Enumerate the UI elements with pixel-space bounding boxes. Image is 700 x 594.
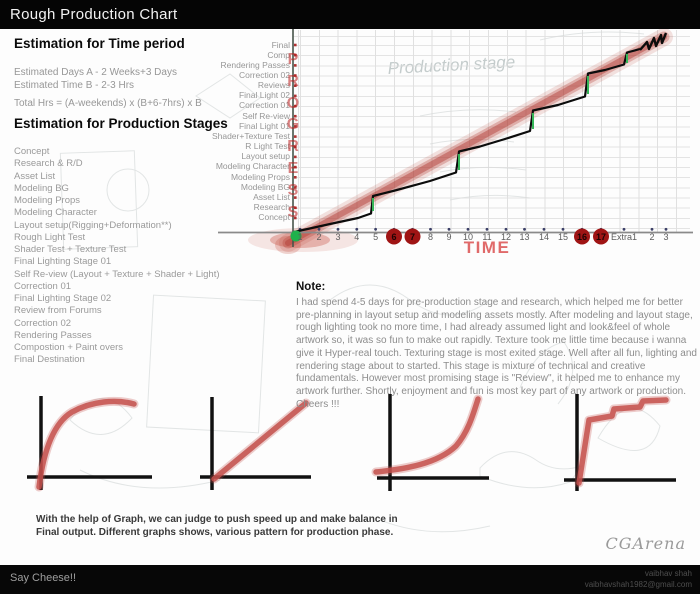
stage-item: Modeling BG (14, 182, 69, 194)
x-tick-label: 9 (446, 231, 452, 242)
stage-item: Modeling Character (14, 207, 97, 219)
y-axis-label: Final Light 01 (238, 120, 290, 131)
progress-letter: R (287, 72, 299, 90)
mini-graph-curves-glow (34, 394, 671, 492)
x-tick-label: 5 (373, 231, 379, 242)
stage-item: Review from Forums (14, 305, 102, 317)
x-tick-label: 10 (462, 231, 474, 242)
x-tick-label: 12 (500, 231, 512, 242)
sketch-fish (597, 408, 661, 451)
progress-letter: R (287, 138, 299, 156)
stage-item: Final Destination (14, 354, 85, 366)
stage-item: Correction 01 (14, 280, 72, 292)
page-title: Rough Production Chart (10, 6, 178, 23)
credit-email: vaibhavshah1982@gmail.com (584, 580, 692, 589)
y-axis-label: Asset List (253, 191, 290, 202)
stage-item: Research & R/D (14, 158, 83, 170)
x-tick-label-highlighted: 17 (595, 232, 606, 242)
y-axis-label: Modeling Props (230, 171, 290, 182)
stage-item: Shader Test + Texture Test (14, 244, 127, 255)
y-axis-label: Research (253, 202, 290, 212)
x-tick-label: 3 (663, 231, 669, 242)
y-axis-label: Reviews (257, 80, 290, 91)
sketch-fish (69, 398, 133, 435)
stage-item: Rendering Passes (14, 329, 92, 341)
x-tick-label: Extra1 (610, 231, 638, 242)
progress-letter: G (286, 116, 300, 134)
stage-item: Compostion + Paint overs (14, 342, 124, 353)
x-tick-label: 14 (538, 231, 550, 242)
graphs-caption: With the help of Graph, we can judge to … (36, 514, 398, 538)
x-tick-label-highlighted: 16 (576, 232, 587, 242)
x-tick-label-highlighted: 7 (409, 232, 415, 242)
y-axis-label: Final Light 02 (238, 90, 290, 101)
stage-item: Self Re-view (Layout + Texture + Shader … (14, 268, 220, 280)
y-axis-label: Self Re-view (242, 110, 290, 121)
brand-cgarena: CGArena (605, 534, 686, 553)
mini-graph-2-linear (211, 400, 309, 482)
stage-item: Concept (14, 146, 50, 157)
total-hours-formula: Total Hrs = (A-weekends) x (B+6-7hrs) x … (14, 98, 202, 109)
x-tick-label: 13 (519, 231, 530, 242)
x-tick-label-highlighted: 6 (391, 232, 397, 242)
time-axis-label: TIME (463, 238, 511, 257)
progress-axis-label: P R O G R E S S (285, 49, 301, 223)
note-body: I had spend 4-5 days for pre-production … (296, 297, 697, 410)
credits: vaibhav shah vaibhavshah1982@gmail.com (585, 568, 692, 590)
y-axis-label: Rendering Passes (220, 59, 290, 70)
x-tick-label: 15 (557, 231, 569, 242)
progress-letter: E (287, 159, 299, 177)
x-tick-label: 11 (482, 231, 492, 242)
chart-grid (293, 30, 690, 232)
y-axis-label: Modeling BG (240, 181, 290, 192)
note-heading: Note: (296, 281, 326, 293)
stage-item: Correction 02 (14, 317, 72, 329)
y-axis-label: Correction 02 (238, 69, 290, 80)
estimated-time-line: Estimated Time B - 2-3 Hrs (14, 80, 135, 91)
stage-item: Asset List (14, 170, 56, 182)
y-axis-label: Concept (258, 212, 290, 223)
x-tick-label: 1 (297, 231, 303, 242)
y-axis-label: Layout setup (241, 151, 290, 162)
stage-item: Rough Light Test (14, 231, 86, 243)
stage-item: Final Lighting Stage 02 (14, 293, 112, 304)
mini-graph-4-stepped (576, 397, 669, 486)
time-period-heading: Estimation for Time period (14, 36, 185, 51)
title-bar: Rough Production Chart (0, 0, 700, 29)
say-cheese-text: Say Cheese!! (10, 572, 77, 584)
credit-name: vaibhav shah (644, 569, 692, 578)
progress-letter: S (287, 181, 299, 199)
stages-heading: Estimation for Production Stages (14, 116, 228, 131)
progress-letter: S (287, 203, 299, 221)
progress-letter: P (287, 51, 299, 68)
y-axis-label: Final (271, 39, 290, 50)
x-tick-label: 3 (335, 231, 341, 242)
progress-letter: O (286, 94, 300, 112)
stage-item: Final Lighting Stage 01 (14, 256, 112, 268)
y-axis-label: Modeling Character (215, 161, 290, 172)
footer-bar: Say Cheese!! vaibhav shah vaibhavshah198… (0, 565, 700, 594)
y-axis-label: Comp (267, 49, 290, 60)
mini-graph-1-logarithmic (36, 398, 137, 490)
y-axis-label: Shader+Texture Test (211, 130, 290, 141)
x-tick-label: 2 (649, 231, 655, 242)
y-axis-label: Correction 01 (238, 100, 290, 111)
x-tick-label: 4 (354, 231, 360, 242)
x-tick-label: 2 (316, 231, 322, 242)
stage-item: Modeling Props (14, 195, 81, 206)
y-axis-labels: Final Comp Rendering Passes Correction 0… (186, 40, 290, 223)
y-axis-label: R Light Test (245, 141, 290, 152)
x-tick-label: 8 (427, 231, 434, 242)
stage-list: Concept Research & R/D Asset List Modeli… (14, 146, 220, 367)
sketch-fish (479, 451, 584, 489)
estimated-days-line: Estimated Days A - 2 Weeks+3 Days (14, 67, 177, 78)
stage-item: Layout setup(Rigging+Deformation**) (14, 219, 172, 231)
